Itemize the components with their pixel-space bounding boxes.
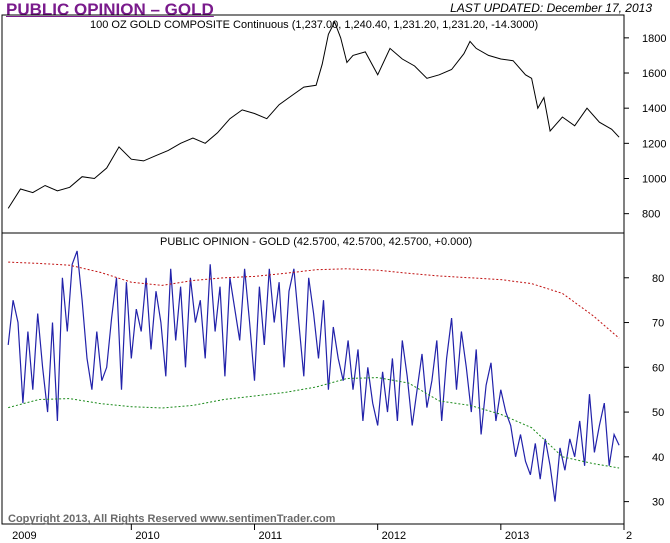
- date-axis: 2009 2010 2011 2012 2013 2: [12, 524, 632, 542]
- chart-frame: [1, 14, 625, 525]
- page-title: PUBLIC OPINION – GOLD: [6, 0, 214, 19]
- upper-band-line: [8, 261, 620, 339]
- opinion-panel-title: PUBLIC OPINION - GOLD (42.5700, 42.5700,…: [160, 236, 473, 248]
- opinion-plot: [7, 250, 620, 502]
- gold-y-tick-label: 1400: [642, 103, 666, 115]
- x-tick-label: 2013: [505, 530, 529, 542]
- gold-y-tick-label: 1200: [642, 138, 666, 150]
- gold-panel-title: 100 OZ GOLD COMPOSITE Continuous (1,237.…: [90, 19, 539, 31]
- plot-border: [1, 14, 625, 525]
- gold-price-axis: 800 1000 1200 1400 1600 1800: [624, 33, 666, 221]
- opinion-y-tick-label: 80: [652, 273, 664, 285]
- opinion-y-tick-label: 30: [652, 497, 664, 509]
- x-tick-label: 2009: [12, 530, 36, 542]
- last-updated-label: LAST UPDATED: December 17, 2013: [450, 1, 652, 15]
- opinion-axis: 30 40 50 60 70 80: [624, 273, 664, 509]
- opinion-y-tick-label: 70: [652, 318, 664, 330]
- gold-y-tick-label: 1000: [642, 174, 666, 186]
- gold-y-tick-label: 1800: [642, 33, 666, 45]
- x-tick-label: 2012: [382, 530, 406, 542]
- lower-band-line: [8, 377, 620, 469]
- opinion-y-tick-label: 50: [652, 407, 664, 419]
- x-tick-label: 2011: [258, 530, 282, 542]
- x-tick-label: 2: [626, 530, 632, 542]
- opinion-y-tick-label: 60: [652, 362, 664, 374]
- gold-y-tick-label: 800: [642, 209, 660, 221]
- opinion-line: [7, 250, 620, 502]
- gold-price-plot: [7, 20, 620, 209]
- opinion-y-tick-label: 40: [652, 452, 664, 464]
- copyright-notice: Copyright 2013, All Rights Reserved www.…: [8, 513, 336, 525]
- gold-y-tick-label: 1600: [642, 68, 666, 80]
- x-tick-label: 2010: [135, 530, 159, 542]
- gold-price-line: [7, 20, 620, 209]
